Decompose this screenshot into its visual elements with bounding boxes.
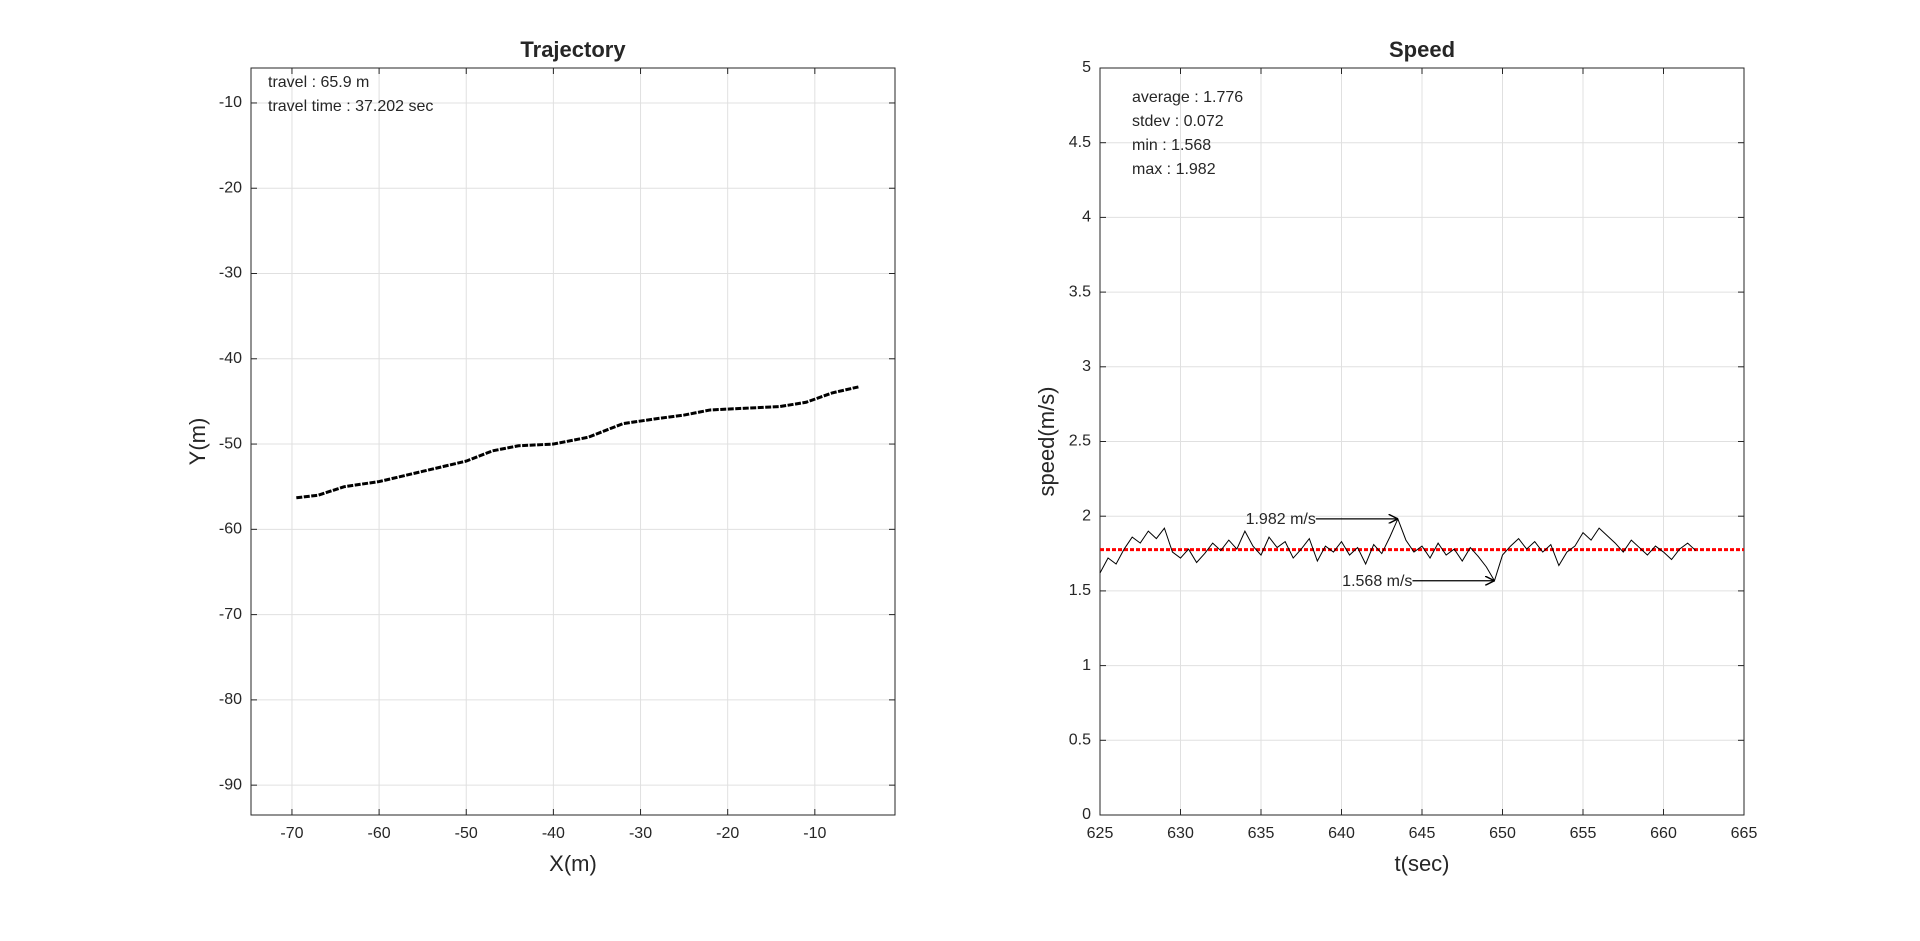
y-tick-label: 2 [1082,507,1091,524]
annotation-label: 1.982 m/s [1246,511,1316,528]
y-tick-label: 2.5 [1069,433,1091,450]
x-tick-label: 640 [1328,825,1355,842]
x-tick-label: -20 [716,825,739,842]
y-tick-label: 0 [1082,806,1091,823]
y-tick-label: 1 [1082,657,1091,674]
y-tick-label: 4 [1082,209,1091,226]
x-tick-label: 630 [1167,825,1194,842]
chart-title: Trajectory [520,37,626,62]
y-tick-label: -30 [219,265,242,282]
x-axis-label: X(m) [549,851,597,876]
y-tick-label: -20 [219,179,242,196]
y-axis-label: speed(m/s) [1034,386,1059,496]
x-tick-label: 655 [1570,825,1597,842]
y-tick-label: 0.5 [1069,732,1091,749]
x-tick-label: 665 [1731,825,1758,842]
plot-frame [1099,67,1745,816]
y-tick-label: -70 [219,606,242,623]
y-tick-label: 3 [1082,358,1091,375]
x-axis-label: t(sec) [1395,851,1450,876]
x-tick-label: -40 [542,825,565,842]
chart-title: Speed [1389,37,1455,62]
y-tick-label: 1.5 [1069,582,1091,599]
x-tick-label: 645 [1409,825,1436,842]
plot-area [251,68,895,815]
x-tick-label: 660 [1650,825,1677,842]
plot-frame [250,67,896,816]
x-tick-label: -10 [803,825,826,842]
x-tick-label: -50 [455,825,478,842]
y-tick-label: -40 [219,350,242,367]
data-line [296,385,859,500]
stat-text: travel : 65.9 m [268,74,369,91]
y-tick-label: -50 [219,435,242,452]
y-tick-label: 5 [1082,59,1091,76]
y-tick-label: 4.5 [1069,134,1091,151]
y-axis-label: Y(m) [185,418,210,466]
stat-text: stdev : 0.072 [1132,113,1224,130]
x-tick-label: 625 [1087,825,1114,842]
x-tick-label: 635 [1248,825,1275,842]
stat-text: travel time : 37.202 sec [268,98,433,115]
stat-text: min : 1.568 [1132,137,1211,154]
y-tick-label: 3.5 [1069,283,1091,300]
stat-text: max : 1.982 [1132,161,1216,178]
x-tick-label: -30 [629,825,652,842]
y-tick-label: -10 [219,94,242,111]
x-tick-label: 650 [1489,825,1516,842]
x-tick-label: -60 [368,825,391,842]
y-tick-label: -60 [219,521,242,538]
y-tick-label: -90 [219,776,242,793]
stat-text: average : 1.776 [1132,89,1243,106]
annotation-label: 1.568 m/s [1342,573,1412,590]
x-tick-label: -70 [280,825,303,842]
y-tick-label: -80 [219,691,242,708]
